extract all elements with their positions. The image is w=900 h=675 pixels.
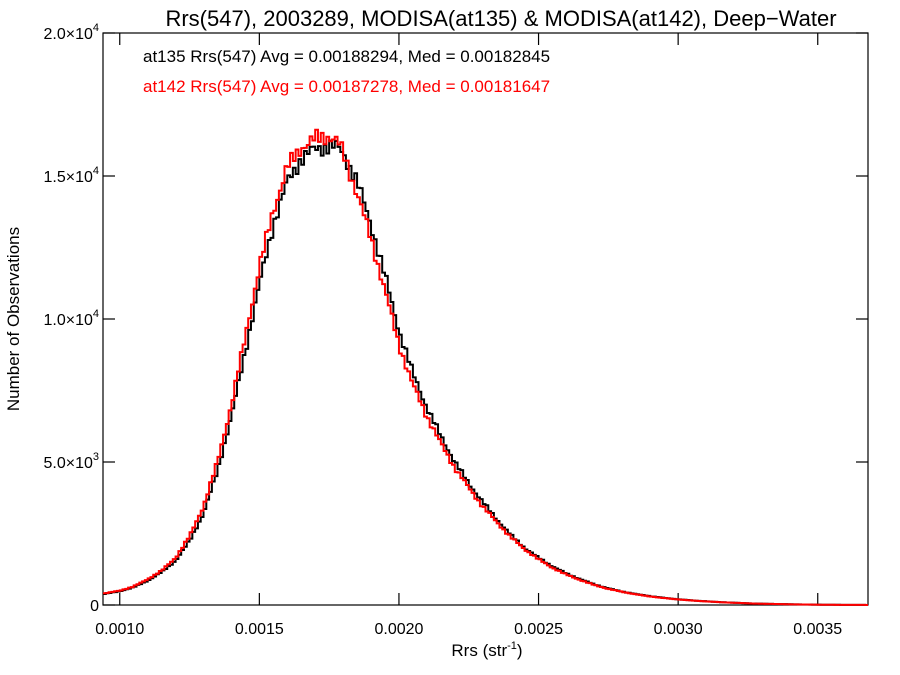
x-axis-ticks: 0.0010 0.0015 0.0020 0.0025 0.0030 0.0035 <box>95 33 842 638</box>
y-axis-label: Number of Observations <box>4 227 23 411</box>
x-tick-label: 0.0035 <box>793 621 842 638</box>
y-tick-label: 1.0×104 <box>43 308 99 329</box>
x-tick-label: 0.0020 <box>374 621 423 638</box>
plot-frame <box>102 32 869 606</box>
annotation-at142: at142 Rrs(547) Avg = 0.00187278, Med = 0… <box>143 77 550 96</box>
y-tick-label: 2.0×104 <box>43 22 99 43</box>
x-axis-label: Rrs (str-1) <box>451 640 522 660</box>
x-tick-label: 0.0030 <box>654 621 703 638</box>
y-tick-label: 0 <box>90 598 99 615</box>
chart-title: Rrs(547), 2003289, MODISA(at135) & MODIS… <box>165 6 836 31</box>
x-tick-label: 0.0015 <box>235 621 284 638</box>
series-0-histogram <box>103 139 868 606</box>
y-axis-ticks: 0 5.0×103 1.0×104 1.5×104 2.0×104 <box>43 22 868 615</box>
annotation-at135: at135 Rrs(547) Avg = 0.00188294, Med = 0… <box>143 47 550 66</box>
x-tick-label: 0.0010 <box>95 621 144 638</box>
y-tick-label: 5.0×103 <box>43 451 99 472</box>
series-layer <box>103 128 868 606</box>
y-tick-label: 1.5×104 <box>43 165 99 186</box>
x-tick-label: 0.0025 <box>514 621 563 638</box>
series-1-histogram <box>103 128 868 606</box>
